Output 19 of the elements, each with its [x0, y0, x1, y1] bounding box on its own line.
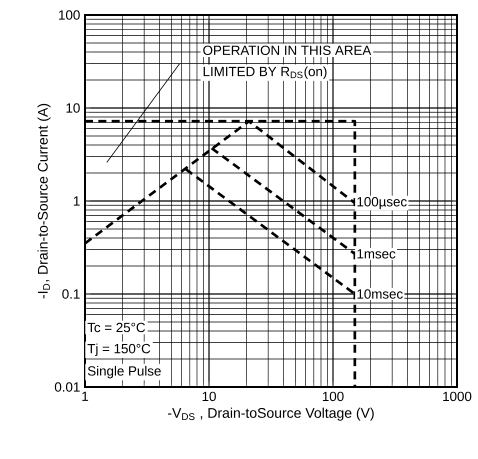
- x-tick-label: 100: [322, 392, 344, 402]
- x-tick-label: 10: [202, 392, 216, 402]
- x-axis-title: -V$_{DS}$ , Drain-toSource Voltage (V): [168, 408, 374, 421]
- x-tick-label: 1: [82, 392, 88, 401]
- y-tick-label: 0.1: [62, 289, 80, 299]
- annotation: Single Pulse: [88, 366, 161, 378]
- series-label: 100µsec: [357, 197, 407, 210]
- y-tick-label: 10: [66, 103, 80, 113]
- y-tick-label: 1: [74, 196, 80, 206]
- annotation: LIMITED BY R$_{DS}$(on): [204, 66, 327, 79]
- x-tick-label: 1000: [443, 392, 472, 402]
- y-tick-label: 100: [59, 10, 80, 20]
- annotation: Tc = 25°C: [88, 322, 146, 332]
- annotation: OPERATION IN THIS AREA: [203, 46, 372, 56]
- series-label: 10msec: [357, 289, 403, 299]
- annotation: Tj = 150°C: [88, 344, 150, 356]
- y-tick-label: 0.01: [54, 382, 80, 392]
- y-axis-title: -I$_{D}$, Drain-to-Source Current (A): [37, 104, 51, 298]
- series-label: 1msec: [357, 249, 396, 259]
